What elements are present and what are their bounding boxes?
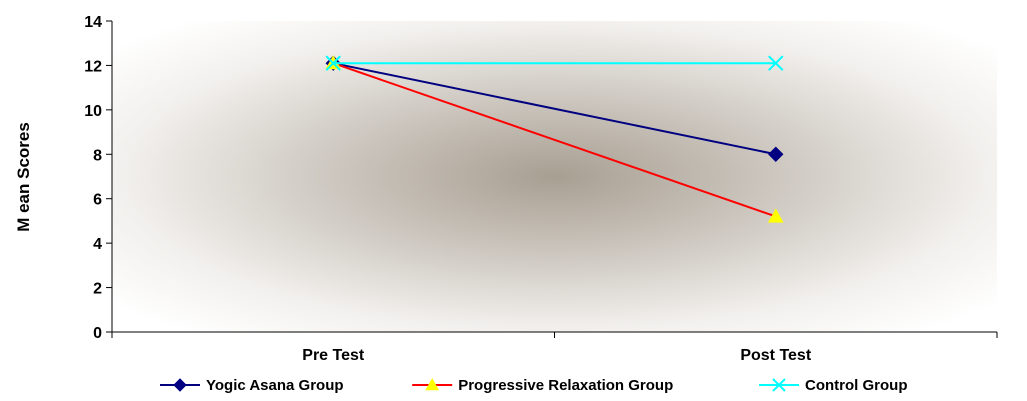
legend-item: Control Group <box>759 377 907 394</box>
plot-area-background <box>112 21 997 332</box>
marker-x <box>768 55 784 71</box>
series-control-group <box>325 55 784 71</box>
series-layer <box>325 55 784 223</box>
y-axis-title: M ean Scores <box>14 122 33 232</box>
y-tick-label: 2 <box>93 281 102 298</box>
x-axis: Pre Test Post Test <box>111 331 998 364</box>
y-tick-label: 0 <box>93 325 102 342</box>
legend-item: Yogic Asana Group <box>160 377 344 394</box>
legend-label: Yogic Asana Group <box>206 377 344 394</box>
legend: Yogic Asana Group Progressive Relaxation … <box>160 377 907 394</box>
y-axis: 0 2 4 6 8 10 12 14 <box>84 14 113 342</box>
marker-x <box>772 378 786 392</box>
legend-item: Progressive Relaxation Group <box>412 377 673 394</box>
legend-label: Progressive Relaxation Group <box>458 377 673 394</box>
marker-triangle <box>425 377 440 391</box>
y-tick-label: 8 <box>93 147 102 164</box>
y-tick-label: 12 <box>84 58 102 75</box>
marker-x <box>325 55 341 71</box>
marker-diamond <box>173 378 187 392</box>
marker-triangle <box>767 208 784 223</box>
x-tick-label: Post Test <box>740 347 812 364</box>
y-tick-label: 4 <box>93 236 102 253</box>
y-tick-label: 6 <box>93 192 102 209</box>
legend-label: Control Group <box>805 377 907 394</box>
x-tick-label: Pre Test <box>302 347 365 364</box>
series-line <box>333 62 776 156</box>
series-line <box>332 62 777 218</box>
y-tick-label: 14 <box>84 14 102 31</box>
marker-diamond <box>768 146 784 162</box>
y-tick-label: 10 <box>84 103 102 120</box>
